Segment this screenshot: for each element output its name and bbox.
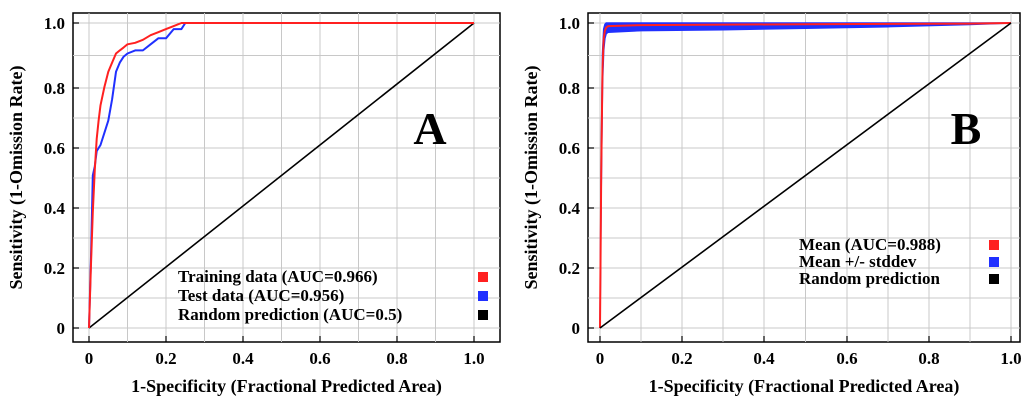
x-tick-label: 0.8 (918, 349, 939, 368)
legend-entry-label: Random prediction (AUC=0.5) (178, 305, 402, 324)
legend-swatch (989, 240, 999, 250)
y-tick-label: 0.8 (559, 79, 580, 98)
y-tick-label: 0.6 (44, 139, 65, 158)
y-tick-label: 1.0 (559, 14, 580, 33)
x-tick-label: 0.2 (671, 349, 692, 368)
x-tick-label: 0.2 (155, 349, 176, 368)
y-tick-label: 1.0 (44, 14, 65, 33)
grid (588, 13, 1020, 342)
legend-swatch (478, 272, 488, 282)
panel-letter: A (413, 103, 446, 154)
series-random-line (88, 22, 475, 329)
chart-panel-a: 0 0.2 0.4 0.6 0.8 1.0 0 0.2 0.4 0.6 0.8 1.0 1-Specif… (6, 12, 501, 397)
y-tick-label: 0 (57, 319, 66, 338)
legend-swatch (478, 310, 488, 320)
legend-entry-label: Mean +/- stddev (799, 252, 917, 271)
legend-swatch (989, 257, 999, 267)
x-axis-title: 1-Specificity (Fractional Predicted Area… (131, 376, 442, 397)
series-random-line (599, 22, 1012, 329)
legend-entry-label: Test data (AUC=0.956) (178, 286, 344, 305)
y-tick-label: 0.4 (44, 199, 66, 218)
legend-entry-label: Mean (AUC=0.988) (799, 235, 941, 254)
panel-letter: B (951, 103, 982, 154)
y-tick-label: 0.6 (559, 139, 580, 158)
y-tick-label: 0.4 (559, 199, 581, 218)
legend-entry-label: Random prediction (799, 269, 940, 288)
series-line-primary (88, 22, 474, 329)
x-tick-label: 1.0 (1000, 349, 1021, 368)
y-tick-label: 0.2 (44, 259, 65, 278)
x-tick-label: 0.4 (232, 349, 254, 368)
x-tick-label: 0.6 (309, 349, 330, 368)
x-tick-label: 0.4 (753, 349, 775, 368)
x-tick-label: 0 (85, 349, 94, 368)
y-tick-label: 0.8 (44, 79, 65, 98)
x-axis-title: 1-Specificity (Fractional Predicted Area… (649, 376, 960, 397)
x-tick-label: 1.0 (463, 349, 484, 368)
chart-panel-b: 0 0.2 0.4 0.6 0.8 1.0 0 0.2 0.4 0.6 0.8 1.0 1-Specif… (521, 12, 1022, 397)
x-tick-label: 0.8 (386, 349, 407, 368)
y-axis-title: Sensitivity (1-Omission Rate) (6, 66, 27, 290)
y-tick-label: 0 (572, 319, 581, 338)
x-tick-label: 0 (596, 349, 605, 368)
y-tick-label: 0.2 (559, 259, 580, 278)
legend-swatch (989, 274, 999, 284)
y-axis-title: Sensitivity (1-Omission Rate) (521, 66, 542, 290)
legend-swatch (478, 291, 488, 301)
series-line-primary (599, 22, 1012, 329)
legend-entry-label: Training data (AUC=0.966) (178, 267, 378, 286)
legend: Training data (AUC=0.966)Test data (AUC=… (178, 267, 488, 324)
grid (73, 13, 500, 342)
x-tick-label: 0.6 (836, 349, 857, 368)
